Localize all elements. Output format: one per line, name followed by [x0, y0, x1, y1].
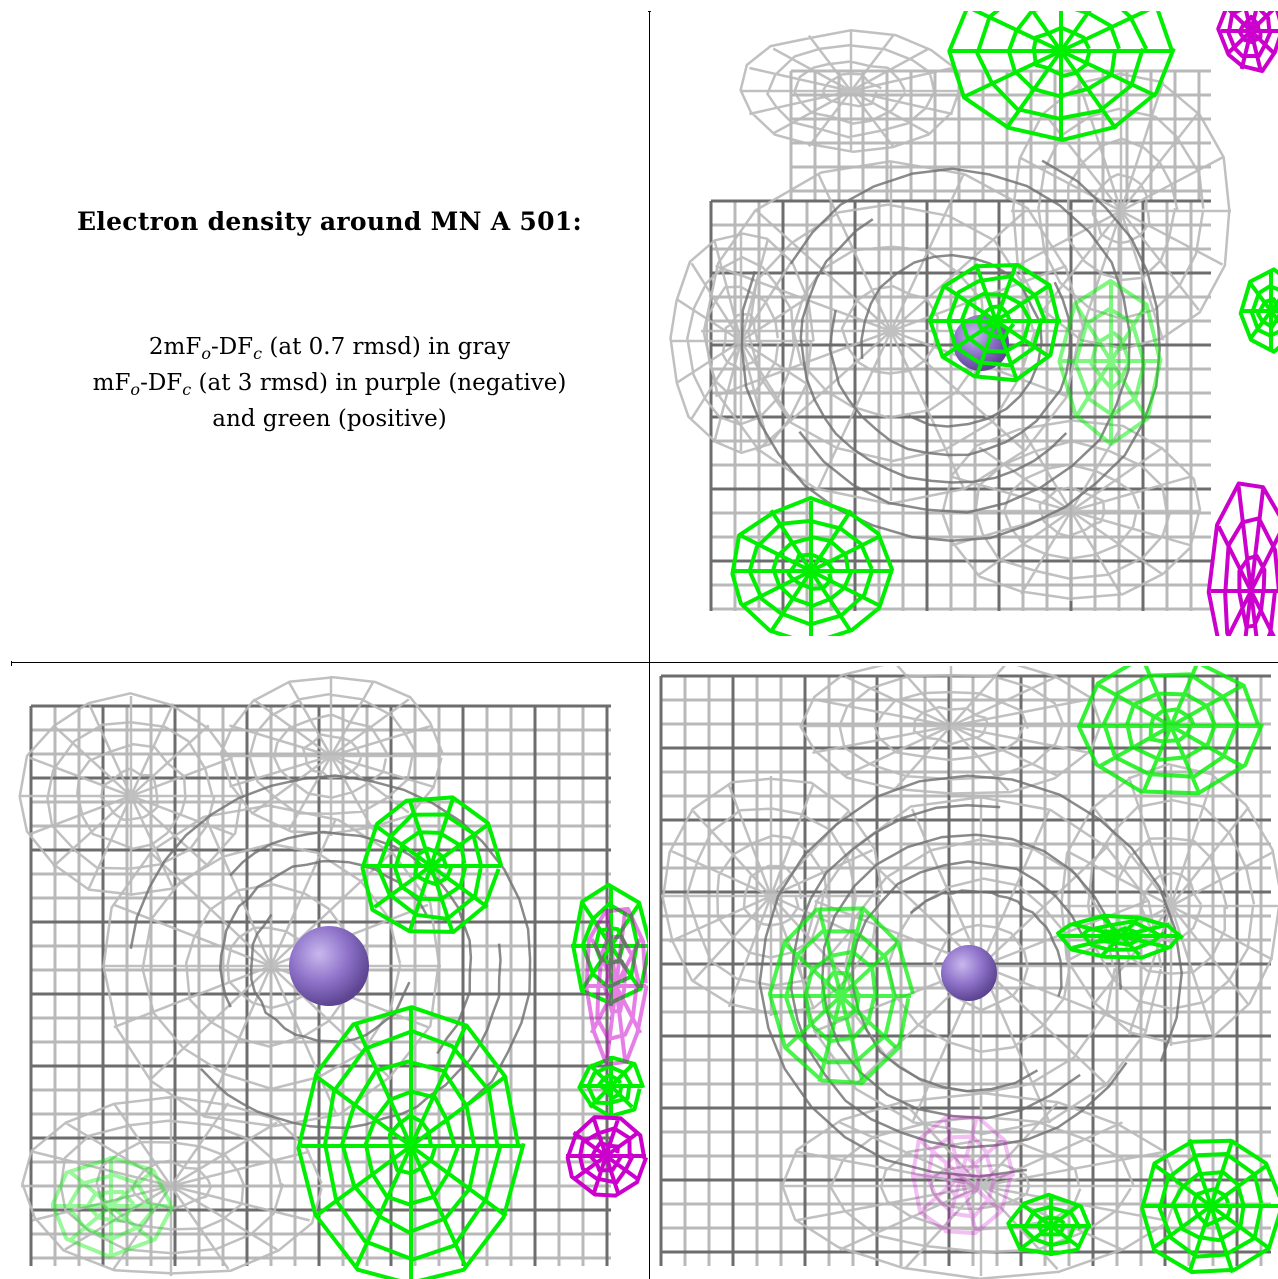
manganese-atom	[941, 945, 997, 1001]
caption-line-2fofc: 2mFo-DFc (at 0.7 rmsd) in gray	[148, 334, 511, 363]
panel-top-right	[651, 11, 1278, 636]
density-map-top-right	[669, 11, 1278, 636]
density-map-bottom-right	[659, 666, 1278, 1279]
caption-body: 2mFo-DFc (at 0.7 rmsd) in gray mFo-DFc (…	[11, 329, 648, 437]
caption-line-fofc: mFo-DFc (at 3 rmsd) in purple (negative)	[92, 370, 567, 399]
caption-line-colors: and green (positive)	[212, 406, 447, 432]
caption-cell: Electron density around MN A 501: 2mFo-D…	[11, 11, 648, 661]
panel-bottom-left	[11, 666, 648, 1279]
density-mesh-positive	[730, 11, 1278, 636]
manganese-atom	[289, 926, 369, 1006]
grid-line-middle-horizontal	[11, 662, 1278, 663]
density-mesh-negative	[1206, 11, 1278, 636]
density-mesh-negative	[565, 906, 648, 1198]
density-mesh-negative	[910, 1115, 1016, 1236]
caption-title: Electron density around MN A 501:	[76, 207, 583, 236]
density-map-bottom-left	[18, 676, 648, 1279]
density-mesh-positive	[767, 666, 1278, 1274]
panel-bottom-right	[651, 666, 1278, 1279]
density-mesh-positive	[50, 795, 648, 1279]
grid-line-middle-vertical	[649, 11, 650, 1279]
